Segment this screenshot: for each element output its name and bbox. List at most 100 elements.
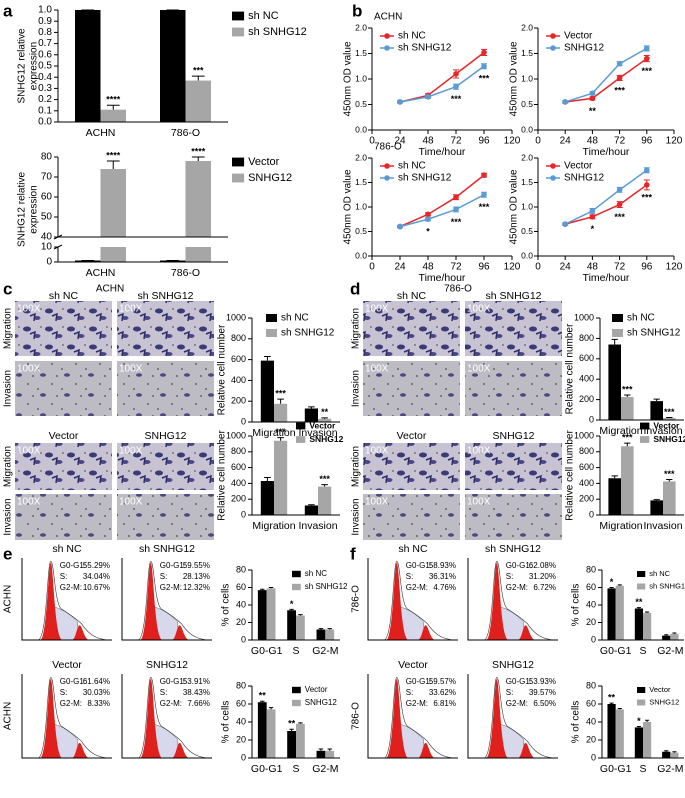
g1-peak — [386, 679, 409, 758]
plot-title: Vector — [52, 659, 82, 671]
legend-swatch — [266, 314, 277, 322]
x-tick-label: 120 — [504, 136, 521, 147]
significance: * — [290, 599, 294, 609]
legend-label: sh NC — [649, 569, 670, 578]
phase-name: G2-M: — [506, 699, 528, 708]
error-bar — [645, 611, 650, 613]
legend-marker — [550, 163, 556, 169]
y-tick-label: 0 — [241, 634, 246, 644]
y-tick-label: 0.0 — [521, 250, 533, 260]
phase-value: 6.72% — [533, 583, 556, 592]
legend-swatch — [640, 422, 650, 430]
legend-label: sh SNHG12 — [627, 328, 681, 339]
x-tick-label: Invasion — [298, 427, 337, 439]
y-axis-label: % of cells — [571, 701, 582, 744]
series-line — [399, 194, 485, 228]
y-tick-label: 1.5 — [521, 48, 533, 58]
legend-label: Vector — [649, 685, 671, 694]
error-bar — [298, 614, 303, 616]
x-tick-label: ACHN — [86, 267, 116, 279]
y-tick-label: 600 — [579, 353, 594, 363]
plot-title: sh NC — [52, 543, 82, 555]
x-tick-label: 120 — [666, 136, 683, 147]
legend-marker — [384, 175, 390, 181]
point — [453, 206, 459, 213]
g2-peak — [517, 742, 536, 758]
point — [481, 191, 487, 198]
column-label: SNHG12 — [492, 430, 534, 442]
point — [425, 216, 431, 223]
y-tick-label: 40 — [41, 232, 53, 243]
error-bar — [277, 398, 284, 404]
point — [425, 94, 431, 100]
bar — [608, 478, 621, 515]
histogram-outline — [384, 677, 454, 759]
panel-label: d — [350, 279, 360, 298]
plot-title: Vector — [398, 659, 428, 671]
legend-swatch — [266, 329, 277, 337]
point — [453, 71, 459, 77]
legend-marker — [550, 33, 556, 39]
significance: *** — [614, 85, 625, 95]
column-label: Vector — [397, 430, 427, 442]
point — [616, 187, 623, 193]
bar — [607, 588, 616, 640]
micrograph — [465, 301, 562, 356]
y-tick-label: 2.0 — [355, 152, 367, 162]
y-tick-label: 0.5 — [521, 99, 533, 109]
bar — [662, 635, 671, 640]
error-bar — [318, 628, 324, 630]
histogram-axes — [21, 674, 112, 759]
phase-name: G0-G1: — [160, 677, 186, 686]
legend-label: sh SNHG12 — [248, 26, 307, 38]
g2-peak — [171, 625, 190, 640]
legend-label: sh SNHG12 — [281, 328, 335, 339]
error-bar — [645, 719, 650, 722]
bar — [643, 722, 652, 758]
histogram-axes — [467, 674, 558, 759]
y-tick-label: 0.6 — [38, 49, 52, 60]
x-tick-label: 48 — [587, 136, 599, 147]
error-bar — [106, 104, 120, 110]
bar — [621, 446, 634, 515]
y-tick-label: 20 — [586, 617, 596, 627]
error-bar — [277, 437, 284, 441]
phase-name: S: — [160, 572, 168, 581]
y-tick-label: 20 — [586, 734, 596, 744]
bar — [662, 751, 671, 758]
y-tick-label: 1.0 — [355, 73, 367, 83]
series-line — [565, 57, 648, 103]
point — [589, 95, 596, 102]
y-tick-label: 80 — [41, 152, 53, 163]
legend-label: sh SNHG12 — [398, 173, 452, 184]
y-axis-label: expression — [29, 185, 40, 233]
bar — [670, 633, 679, 640]
x-tick-label: 0 — [535, 136, 541, 147]
error-bar — [617, 708, 622, 710]
point — [589, 208, 596, 214]
legend-label: SNHG12 — [564, 173, 604, 184]
significance: *** — [479, 74, 490, 84]
phase-name: G0-G1: — [406, 677, 432, 686]
micrograph-title: ACHN — [96, 284, 124, 295]
point — [481, 172, 487, 178]
y-axis-label: SNHG12 relative — [17, 28, 28, 103]
magnification: 100X — [17, 497, 41, 508]
y-tick-label: 60 — [586, 698, 596, 708]
x-tick-label: 24 — [394, 262, 406, 273]
series-line — [399, 51, 485, 103]
x-tick-label: 48 — [422, 262, 434, 273]
y-axis-label: % of cells — [221, 701, 232, 744]
panel-label: b — [352, 1, 362, 20]
y-tick-label: 2.0 — [521, 152, 533, 162]
micrograph — [117, 443, 214, 490]
error-bar — [191, 75, 205, 81]
series-line — [564, 47, 648, 103]
significance: **** — [106, 95, 121, 105]
y-tick-label: 1000 — [226, 430, 246, 440]
magnification: 100X — [119, 497, 143, 508]
histogram-axes — [467, 558, 558, 641]
micrograph — [363, 443, 460, 490]
bar — [160, 10, 186, 122]
bar — [316, 629, 326, 640]
